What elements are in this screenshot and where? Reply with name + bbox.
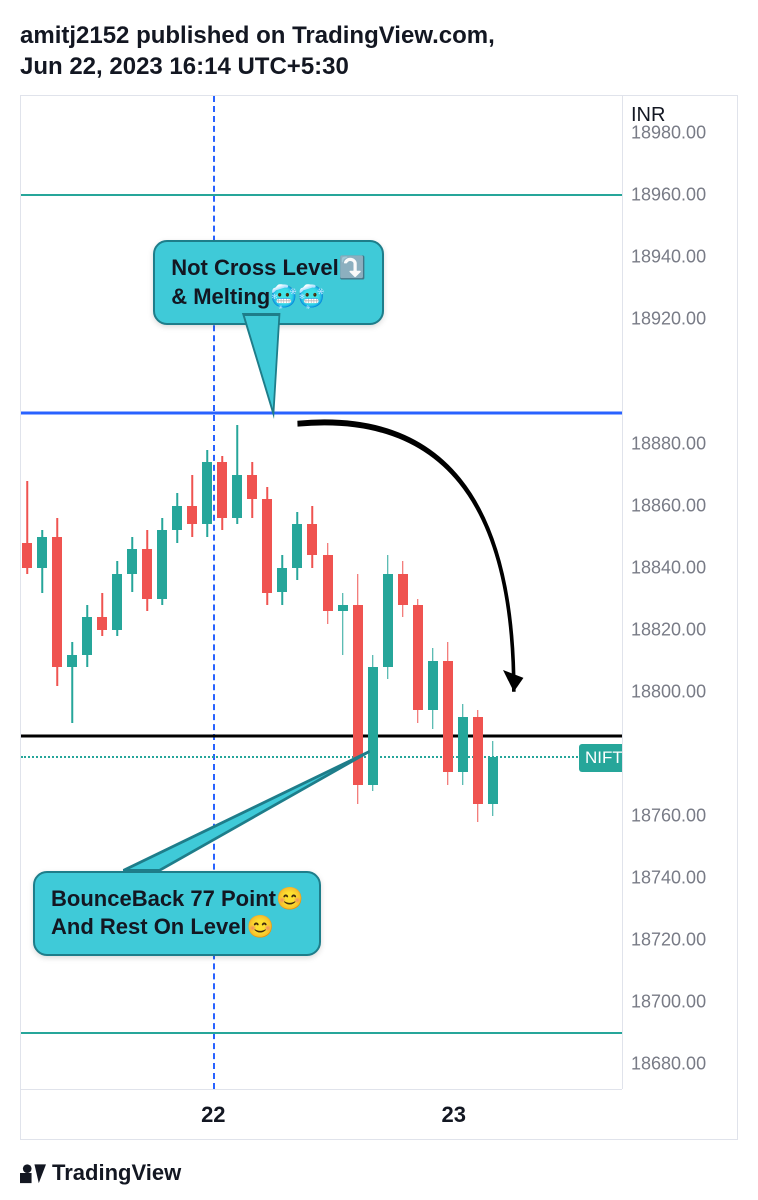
symbol-price-badge: NIFTY18779.35 bbox=[579, 744, 622, 772]
y-tick-label: 18860.00 bbox=[631, 495, 706, 516]
price-level-line[interactable]: 18960.00 bbox=[21, 194, 622, 196]
annotation-callout[interactable]: BounceBack 77 Point😊And Rest On Level😊 bbox=[33, 871, 321, 956]
symbol-label: NIFTY bbox=[585, 748, 622, 768]
y-tick-label: 18680.00 bbox=[631, 1054, 706, 1075]
y-tick-label: 18920.00 bbox=[631, 309, 706, 330]
candle[interactable] bbox=[428, 96, 438, 1089]
x-tick-label: 22 bbox=[201, 1102, 225, 1128]
y-tick-label: 18800.00 bbox=[631, 681, 706, 702]
callout-line1: Not Cross Level⤵️ bbox=[171, 254, 366, 283]
candle[interactable] bbox=[22, 96, 32, 1089]
y-tick-label: 18820.00 bbox=[631, 619, 706, 640]
price-level-line[interactable]: 18785.75 bbox=[21, 735, 622, 738]
y-tick-label: 18960.00 bbox=[631, 185, 706, 206]
y-tick-label: 18740.00 bbox=[631, 867, 706, 888]
chart-container: 18960.0018890.0018785.7518690.00NIFTY187… bbox=[20, 95, 738, 1140]
candle[interactable] bbox=[473, 96, 483, 1089]
callout-line2: And Rest On Level😊 bbox=[51, 913, 303, 942]
y-tick-label: 18940.00 bbox=[631, 247, 706, 268]
candle[interactable] bbox=[413, 96, 423, 1089]
tradingview-logo-icon bbox=[20, 1162, 46, 1184]
y-tick-label: 18840.00 bbox=[631, 557, 706, 578]
annotation-callout[interactable]: Not Cross Level⤵️& Melting🥶🥶 bbox=[153, 240, 384, 325]
price-level-line[interactable]: 18890.00 bbox=[21, 411, 622, 414]
candle[interactable] bbox=[488, 96, 498, 1089]
header-line1: amitj2152 published on TradingView.com, bbox=[20, 20, 738, 51]
candle[interactable] bbox=[443, 96, 453, 1089]
current-price-line: NIFTY18779.35 bbox=[21, 756, 622, 758]
callout-line2: & Melting🥶🥶 bbox=[171, 283, 366, 312]
footer-brand: TradingView bbox=[20, 1160, 181, 1186]
y-tick-label: 18760.00 bbox=[631, 805, 706, 826]
x-axis[interactable]: 22 23 bbox=[21, 1089, 622, 1139]
y-tick-label: 18720.00 bbox=[631, 930, 706, 951]
candle[interactable] bbox=[383, 96, 393, 1089]
footer-text: TradingView bbox=[52, 1160, 181, 1186]
y-tick-label: 18700.00 bbox=[631, 992, 706, 1013]
header-line2: Jun 22, 2023 16:14 UTC+5:30 bbox=[20, 51, 738, 82]
chart-header: amitj2152 published on TradingView.com, … bbox=[0, 0, 758, 92]
y-tick-label: 18880.00 bbox=[631, 433, 706, 454]
y-tick-label: 18980.00 bbox=[631, 123, 706, 144]
callout-line1: BounceBack 77 Point😊 bbox=[51, 885, 303, 914]
y-axis[interactable]: INR 18980.0018960.0018940.0018920.001888… bbox=[622, 96, 737, 1089]
price-level-line[interactable]: 18690.00 bbox=[21, 1032, 622, 1034]
candle[interactable] bbox=[398, 96, 408, 1089]
candle[interactable] bbox=[458, 96, 468, 1089]
x-tick-label: 23 bbox=[441, 1102, 465, 1128]
chart-plot[interactable]: 18960.00 18890.00 18785.75 18690.00 NIFTY187… bbox=[21, 96, 622, 1089]
